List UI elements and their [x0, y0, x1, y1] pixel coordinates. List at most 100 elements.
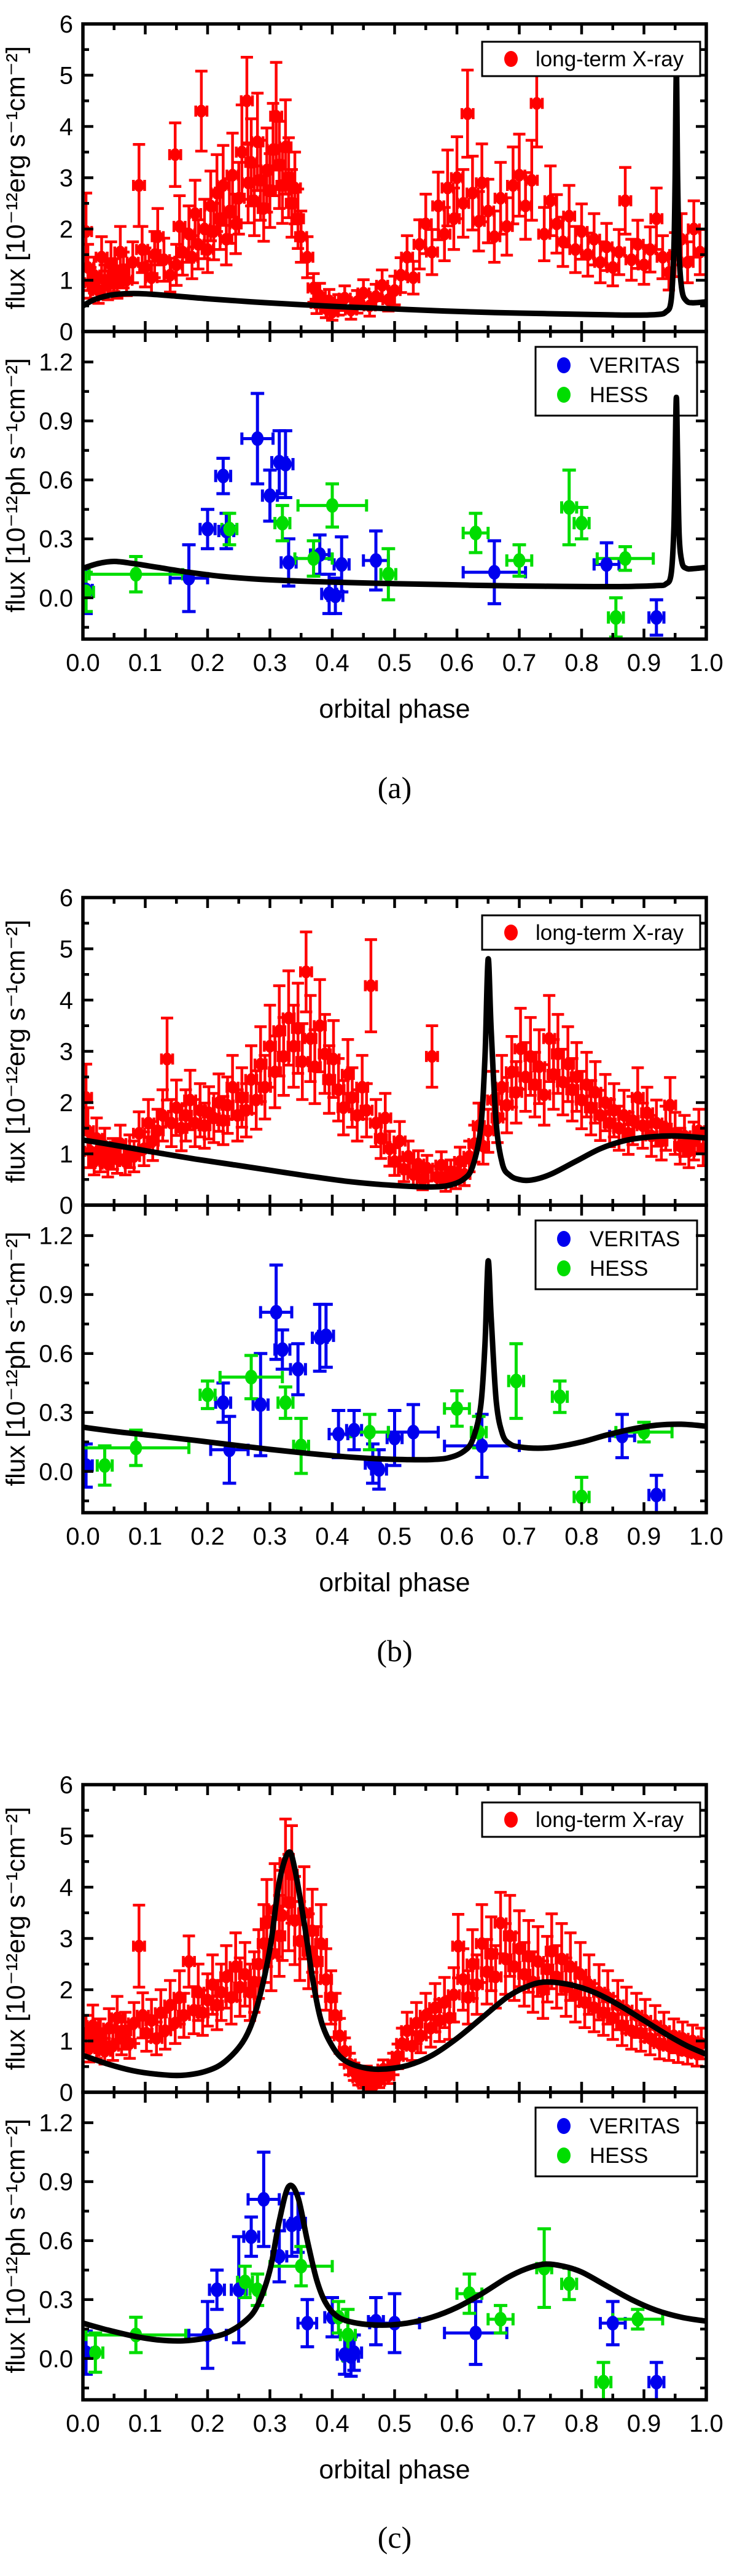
xray-data-point	[140, 261, 150, 274]
xray-data-point	[383, 293, 394, 306]
xray-data-point	[585, 1101, 596, 1114]
xray-data-point	[582, 248, 593, 262]
xray-data-point	[601, 240, 612, 254]
xray-data-point	[226, 1991, 237, 2004]
hess-data-point	[494, 2311, 507, 2327]
panel-letter: (a)	[378, 770, 412, 805]
hess-data-point	[295, 2259, 308, 2274]
x-tick-label: 0.2	[190, 2410, 225, 2437]
hess-data-point	[619, 551, 632, 566]
xray-data-point	[617, 2019, 628, 2032]
xray-data-point	[230, 1960, 241, 1973]
xray-data-point	[665, 1098, 676, 1112]
hess-data-point	[279, 1395, 292, 1410]
xray-data-point	[178, 2009, 189, 2022]
x-tick-label: 0.6	[440, 650, 474, 677]
xray-data-point	[292, 212, 303, 225]
panel-letter: (c)	[378, 2520, 412, 2555]
xray-data-point	[588, 233, 599, 246]
xray-data-point	[420, 2009, 431, 2022]
xray-data-point	[590, 1085, 601, 1099]
xray-data-point	[483, 204, 494, 218]
xray-legend-label: long-term X-ray	[536, 921, 684, 945]
y-tick-label-bottom: 0.3	[39, 1400, 73, 1427]
xray-data-point	[439, 227, 450, 241]
xray-data-point	[576, 225, 587, 238]
xray-data-point	[251, 1093, 262, 1107]
xray-data-point	[637, 1119, 648, 1133]
hess-data-point	[363, 1424, 376, 1440]
xray-data-point	[454, 1155, 466, 1168]
hess-legend-marker	[557, 1260, 571, 1276]
y-tick-label-bottom: 0.0	[39, 1459, 73, 1486]
model-curve-bottom	[83, 2182, 706, 2344]
x-tick-label: 0.7	[502, 650, 537, 677]
xray-data-point	[211, 1998, 222, 2012]
xray-data-point	[376, 279, 388, 292]
xray-data-point	[93, 284, 104, 297]
hess-data-point	[513, 553, 526, 568]
xray-series	[83, 965, 706, 1189]
xray-data-point	[532, 1955, 544, 1968]
xray-data-point	[370, 290, 381, 303]
y-axis-title-top: flux [10⁻¹²erg s⁻¹cm⁻²]	[1, 920, 31, 1183]
xray-data-point	[544, 1032, 555, 1046]
xray-data-point	[618, 1109, 630, 1122]
model-curve-top	[83, 67, 706, 318]
y-tick-label-top: 6	[60, 11, 73, 38]
x-tick-label: 0.3	[253, 2410, 287, 2437]
xray-data-point	[383, 2069, 394, 2082]
panel-letter: (b)	[376, 1634, 412, 1668]
xray-data-point	[396, 268, 407, 282]
xray-data-point	[558, 1076, 569, 1089]
xray-data-point	[698, 1142, 706, 1155]
veritas-legend-label: VERITAS	[590, 354, 680, 378]
xray-data-point	[121, 274, 132, 287]
xray-data-point	[137, 2009, 148, 2022]
xray-data-point	[151, 2031, 162, 2045]
veritas-data-point	[475, 1438, 488, 1454]
xray-data-point	[95, 2029, 106, 2043]
xray-data-point	[213, 1096, 224, 1109]
xray-data-point	[620, 194, 631, 208]
xray-data-point	[458, 196, 469, 210]
x-tick-label: 0.1	[128, 2410, 163, 2437]
x-tick-label: 0.6	[440, 1523, 474, 1550]
xray-data-point	[657, 250, 668, 264]
x-tick-label: 0.5	[378, 1523, 412, 1550]
xray-data-point	[394, 1135, 405, 1148]
xray-data-point	[214, 212, 225, 225]
xray-data-point	[133, 179, 144, 192]
xray-data-point	[614, 246, 625, 259]
hess-data-point	[563, 500, 575, 515]
xray-data-point	[654, 2037, 665, 2050]
tick-labels: 0.0 0.1 0.2 0.3 0.4 0.5 0.6 0.7 0.8 0.9 1.0 0 1 2 3 4 5 6…	[39, 11, 723, 677]
xray-data-point	[216, 1985, 227, 1999]
y-tick-label-bottom: 0.6	[39, 2228, 73, 2255]
y-tick-label-top: 5	[60, 63, 73, 90]
y-tick-label-top: 6	[60, 885, 73, 912]
xray-data-point	[190, 1116, 201, 1130]
y-tick-label-top: 5	[60, 936, 73, 963]
xray-data-point	[545, 194, 556, 208]
top-subplot	[83, 56, 706, 322]
xray-data-point	[558, 235, 569, 249]
hess-data-point	[451, 1401, 463, 1416]
xray-data-point	[233, 192, 244, 205]
hess-data-point	[223, 521, 236, 537]
xray-data-point	[474, 214, 485, 228]
xray-data-point	[570, 1988, 581, 2001]
xray-data-point	[162, 1052, 173, 1066]
xray-data-point	[525, 1050, 536, 1063]
xray-data-point	[246, 155, 257, 169]
veritas-data-point	[606, 2316, 619, 2331]
x-tick-label: 0.9	[627, 1523, 661, 1550]
xray-data-point	[104, 2022, 115, 2035]
xray-data-point	[370, 1116, 381, 1130]
xray-legend-marker	[504, 925, 518, 941]
xray-data-point	[483, 1124, 494, 1138]
x-tick-label: 0.0	[66, 650, 100, 677]
xray-data-point	[249, 194, 260, 208]
xray-data-point	[146, 2014, 157, 2027]
x-tick-label: 0.1	[128, 650, 163, 677]
